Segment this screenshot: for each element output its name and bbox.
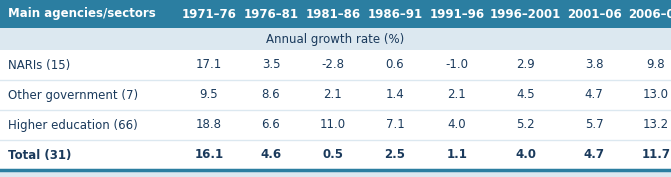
Bar bbox=[0, 0, 671, 28]
Text: 4.5: 4.5 bbox=[516, 88, 535, 101]
Text: 1.1: 1.1 bbox=[447, 149, 468, 161]
Text: 9.8: 9.8 bbox=[647, 59, 666, 72]
Text: 1.4: 1.4 bbox=[386, 88, 405, 101]
Text: 5.7: 5.7 bbox=[584, 118, 603, 132]
Text: 1986–91: 1986–91 bbox=[368, 7, 423, 21]
Text: 11.7: 11.7 bbox=[641, 149, 670, 161]
Text: 17.1: 17.1 bbox=[196, 59, 222, 72]
Text: -2.8: -2.8 bbox=[321, 59, 344, 72]
Text: Other government (7): Other government (7) bbox=[8, 88, 138, 101]
Text: 13.0: 13.0 bbox=[643, 88, 669, 101]
Text: 8.6: 8.6 bbox=[262, 88, 280, 101]
Text: 2.1: 2.1 bbox=[323, 88, 342, 101]
Text: 13.2: 13.2 bbox=[643, 118, 669, 132]
Text: 3.8: 3.8 bbox=[584, 59, 603, 72]
Bar bbox=[0, 140, 671, 170]
Text: Higher education (66): Higher education (66) bbox=[8, 118, 138, 132]
Text: 3.5: 3.5 bbox=[262, 59, 280, 72]
Text: NARIs (15): NARIs (15) bbox=[8, 59, 70, 72]
Text: 11.0: 11.0 bbox=[320, 118, 346, 132]
Text: 18.8: 18.8 bbox=[196, 118, 222, 132]
Text: 4.7: 4.7 bbox=[584, 88, 603, 101]
Bar bbox=[0, 110, 671, 140]
Text: 1976–81: 1976–81 bbox=[244, 7, 299, 21]
Text: 2.9: 2.9 bbox=[516, 59, 535, 72]
Text: 9.5: 9.5 bbox=[200, 88, 218, 101]
Text: 6.6: 6.6 bbox=[262, 118, 280, 132]
Text: 5.2: 5.2 bbox=[516, 118, 535, 132]
Text: 0.5: 0.5 bbox=[323, 149, 344, 161]
Text: Total (31): Total (31) bbox=[8, 149, 71, 161]
Text: 16.1: 16.1 bbox=[195, 149, 223, 161]
Text: 1981–86: 1981–86 bbox=[305, 7, 360, 21]
Text: Annual growth rate (%): Annual growth rate (%) bbox=[266, 33, 405, 45]
Text: 4.0: 4.0 bbox=[515, 149, 536, 161]
Text: Main agencies/sectors: Main agencies/sectors bbox=[8, 7, 156, 21]
Text: 4.0: 4.0 bbox=[448, 118, 466, 132]
Text: 7.1: 7.1 bbox=[386, 118, 405, 132]
Text: 1971–76: 1971–76 bbox=[182, 7, 236, 21]
Text: 2001–06: 2001–06 bbox=[566, 7, 621, 21]
Bar bbox=[0, 80, 671, 110]
Text: 4.7: 4.7 bbox=[584, 149, 605, 161]
Text: 1991–96: 1991–96 bbox=[429, 7, 484, 21]
Text: 1996–2001: 1996–2001 bbox=[490, 7, 561, 21]
Text: 2.5: 2.5 bbox=[384, 149, 405, 161]
Text: 2.1: 2.1 bbox=[448, 88, 466, 101]
Text: -1.0: -1.0 bbox=[446, 59, 468, 72]
Text: 4.6: 4.6 bbox=[260, 149, 282, 161]
Bar bbox=[0, 50, 671, 80]
Text: 0.6: 0.6 bbox=[386, 59, 405, 72]
Text: 2006–08: 2006–08 bbox=[629, 7, 671, 21]
